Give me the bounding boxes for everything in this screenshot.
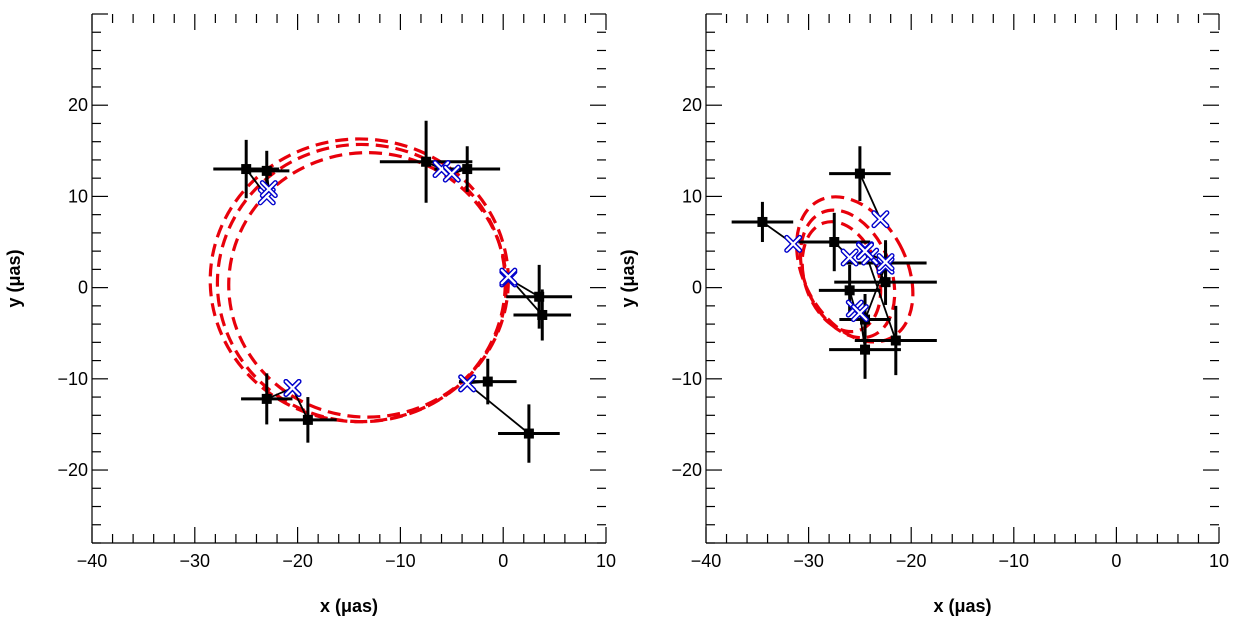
x-tick-label: −40	[691, 551, 722, 571]
data-point	[241, 164, 252, 175]
data-point	[537, 309, 548, 320]
x-tick-label: 0	[1111, 551, 1121, 571]
x-tick-label: −30	[180, 551, 211, 571]
data-point	[261, 393, 272, 404]
model-point	[261, 181, 277, 197]
data-point	[302, 414, 313, 425]
x-tick-label: −20	[896, 551, 927, 571]
data-point	[523, 428, 534, 439]
y-tick-label: 0	[78, 278, 88, 298]
x-tick-label: −20	[282, 551, 313, 571]
left-panel: −40 −30 −20 −10 0 10 −20 −10 0 10 20 x (μas) y (μas)	[4, 13, 616, 616]
x-tick-label: 10	[596, 551, 616, 571]
y-tick-label: 0	[692, 278, 702, 298]
model-point	[877, 258, 894, 274]
y-axis-title: y (μas)	[618, 249, 638, 307]
data-point	[421, 156, 432, 167]
x-tick-label: −10	[385, 551, 416, 571]
right-panel: −40 −30 −20 −10 0 10 −20 −10 0 10 20 x (μas) y (μas)	[618, 13, 1229, 616]
residual-connector	[466, 382, 530, 435]
x-tick-label: 0	[498, 551, 508, 571]
data-point	[860, 344, 871, 355]
model-point	[857, 243, 873, 259]
model-point	[444, 166, 460, 182]
x-axis-title: x (μas)	[320, 596, 378, 616]
x-tick-label: 10	[1209, 551, 1229, 571]
data-point	[482, 376, 493, 387]
data-point	[261, 165, 272, 176]
y-tick-label: −10	[57, 369, 88, 389]
data-point	[854, 168, 865, 179]
model-point	[877, 254, 894, 270]
x-tick-label: −40	[77, 551, 108, 571]
model-point	[284, 380, 301, 396]
data-point	[757, 216, 768, 227]
data-point	[534, 291, 545, 302]
x-axis-title: x (μas)	[933, 596, 991, 616]
model-ellipse	[227, 151, 508, 419]
model-point	[500, 269, 516, 285]
model-ellipse	[795, 195, 915, 344]
y-tick-label: −20	[671, 460, 702, 480]
residual-connector	[864, 265, 887, 320]
y-tick-label: 20	[68, 95, 88, 115]
y-axis-title: y (μas)	[4, 249, 24, 307]
data-point	[844, 285, 855, 296]
residual-connector	[864, 250, 897, 341]
model-point	[842, 249, 858, 266]
y-tick-label: −10	[671, 369, 702, 389]
x-tick-label: −10	[999, 551, 1030, 571]
data-point	[462, 164, 473, 175]
model-point	[852, 305, 868, 321]
data-point	[890, 335, 901, 346]
y-tick-label: 10	[682, 186, 702, 206]
y-tick-label: 20	[682, 95, 702, 115]
model-point	[872, 211, 889, 227]
data-point	[829, 237, 840, 248]
model-point	[785, 236, 801, 252]
residual-connector	[859, 173, 882, 220]
y-tick-label: 10	[68, 186, 88, 206]
y-tick-label: −20	[57, 460, 88, 480]
model-point	[459, 375, 475, 391]
x-tick-label: −30	[793, 551, 824, 571]
